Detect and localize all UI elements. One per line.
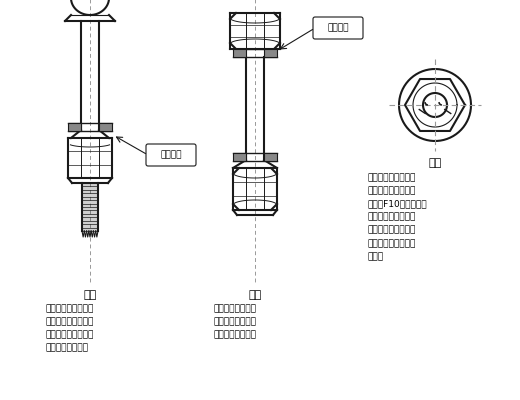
Text: ナットは上面に機械
的性質による等級マ
ーク（F10）を表示す
る刷印を付している
ので、これが表面側
となるようにセット
する。: ナットは上面に機械 的性質による等級マ ーク（F10）を表示す る刷印を付してい… xyxy=(368,173,427,261)
FancyBboxPatch shape xyxy=(313,17,363,39)
Text: 頭部の座金は座金
内径面取り部を頭
側に取り付ける。: 頭部の座金は座金 内径面取り部を頭 側に取り付ける。 xyxy=(213,304,256,339)
Text: 図１: 図１ xyxy=(83,290,97,300)
Bar xyxy=(68,123,81,131)
Bar xyxy=(233,153,246,161)
Text: 図２: 図２ xyxy=(249,290,262,300)
Text: 座金内径面取り部を
ナット座面側に取り
付ける。（トルシア
形、六角も同じ）: 座金内径面取り部を ナット座面側に取り 付ける。（トルシア 形、六角も同じ） xyxy=(45,304,94,353)
Text: 面取り側: 面取り側 xyxy=(327,24,349,32)
Bar xyxy=(264,153,277,161)
Text: 面取り側: 面取り側 xyxy=(160,150,182,160)
Bar xyxy=(264,49,277,57)
FancyBboxPatch shape xyxy=(146,144,196,166)
Bar xyxy=(99,123,112,131)
Text: 図３: 図３ xyxy=(428,158,441,168)
Bar xyxy=(233,49,246,57)
